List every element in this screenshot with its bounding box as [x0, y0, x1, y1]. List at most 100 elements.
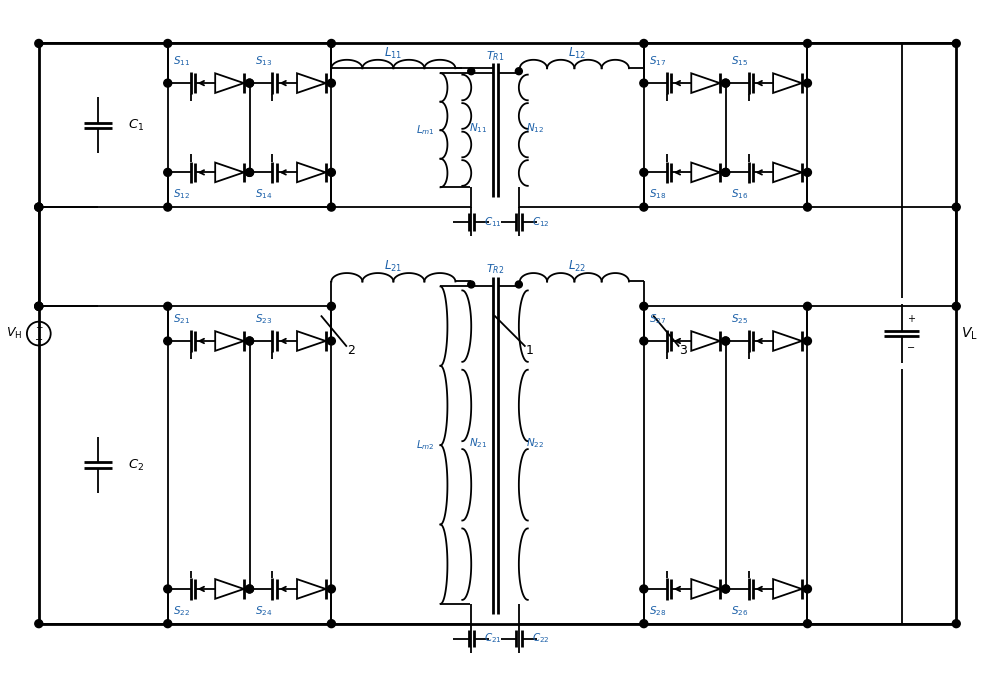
Text: $L_{m2}$: $L_{m2}$	[416, 439, 435, 452]
Text: $S_{25}$: $S_{25}$	[731, 313, 748, 326]
Circle shape	[35, 620, 43, 628]
Text: $L_{21}$: $L_{21}$	[384, 259, 403, 274]
Text: 2: 2	[347, 345, 355, 358]
Text: $C_2$: $C_2$	[128, 458, 144, 473]
Circle shape	[515, 281, 522, 288]
Circle shape	[327, 620, 335, 628]
Text: $S_{14}$: $S_{14}$	[255, 187, 272, 201]
Circle shape	[952, 620, 960, 628]
Circle shape	[327, 79, 335, 87]
Circle shape	[640, 203, 648, 211]
Circle shape	[246, 79, 254, 87]
Text: $L_{12}$: $L_{12}$	[568, 46, 586, 61]
Circle shape	[246, 168, 254, 176]
Text: $S_{17}$: $S_{17}$	[649, 54, 666, 68]
Text: $N_{21}$: $N_{21}$	[469, 436, 487, 449]
Circle shape	[640, 168, 648, 176]
Circle shape	[722, 168, 730, 176]
Text: $S_{26}$: $S_{26}$	[731, 604, 748, 618]
Circle shape	[804, 79, 811, 87]
Circle shape	[804, 302, 811, 311]
Circle shape	[327, 168, 335, 176]
Circle shape	[722, 337, 730, 345]
Circle shape	[246, 79, 254, 87]
Circle shape	[804, 168, 811, 176]
Circle shape	[722, 585, 730, 593]
Text: +: +	[35, 323, 43, 332]
Circle shape	[164, 302, 172, 311]
Text: $L_{22}$: $L_{22}$	[568, 259, 586, 274]
Circle shape	[164, 203, 172, 211]
Text: $N_{12}$: $N_{12}$	[526, 121, 544, 135]
Text: −: −	[35, 334, 43, 345]
Circle shape	[35, 302, 43, 311]
Text: $C_{21}$: $C_{21}$	[484, 632, 502, 646]
Text: $S_{23}$: $S_{23}$	[255, 313, 272, 326]
Text: $N_{11}$: $N_{11}$	[469, 121, 487, 135]
Text: $S_{16}$: $S_{16}$	[731, 187, 748, 201]
Circle shape	[327, 337, 335, 345]
Text: $N_{22}$: $N_{22}$	[526, 436, 544, 449]
Text: $S_{28}$: $S_{28}$	[649, 604, 666, 618]
Text: $S_{11}$: $S_{11}$	[173, 54, 190, 68]
Circle shape	[640, 620, 648, 628]
Circle shape	[35, 302, 43, 311]
Circle shape	[952, 39, 960, 48]
Circle shape	[35, 39, 43, 48]
Circle shape	[640, 302, 648, 311]
Text: $S_{24}$: $S_{24}$	[255, 604, 272, 618]
Circle shape	[164, 620, 172, 628]
Text: $S_{12}$: $S_{12}$	[173, 187, 190, 201]
Circle shape	[722, 79, 730, 87]
Circle shape	[246, 585, 254, 593]
Circle shape	[640, 79, 648, 87]
Text: $S_{18}$: $S_{18}$	[649, 187, 666, 201]
Circle shape	[722, 585, 730, 593]
Circle shape	[164, 337, 172, 345]
Circle shape	[327, 39, 335, 48]
Circle shape	[327, 302, 335, 311]
Circle shape	[246, 337, 254, 345]
Circle shape	[35, 203, 43, 211]
Circle shape	[246, 337, 254, 345]
Text: $S_{21}$: $S_{21}$	[173, 313, 190, 326]
Text: $T_{R1}$: $T_{R1}$	[486, 50, 504, 63]
Text: +: +	[907, 314, 915, 323]
Text: $T_{R2}$: $T_{R2}$	[486, 263, 504, 276]
Text: $S_{13}$: $S_{13}$	[255, 54, 272, 68]
Text: $L_{11}$: $L_{11}$	[384, 46, 403, 61]
Text: 3: 3	[680, 345, 687, 358]
Circle shape	[164, 39, 172, 48]
Text: $C_{11}$: $C_{11}$	[484, 215, 502, 229]
Text: $V_{\rm L}$: $V_{\rm L}$	[961, 326, 978, 342]
Text: $C_{12}$: $C_{12}$	[532, 215, 550, 229]
Circle shape	[804, 203, 811, 211]
Circle shape	[35, 302, 43, 311]
Circle shape	[515, 67, 522, 75]
Circle shape	[804, 585, 811, 593]
Circle shape	[952, 203, 960, 211]
Circle shape	[35, 203, 43, 211]
Circle shape	[35, 203, 43, 211]
Text: $V_{\rm H}$: $V_{\rm H}$	[6, 326, 22, 341]
Circle shape	[468, 67, 475, 75]
Text: $C_1$: $C_1$	[128, 118, 144, 133]
Circle shape	[164, 585, 172, 593]
Circle shape	[327, 585, 335, 593]
Text: $S_{22}$: $S_{22}$	[173, 604, 190, 618]
Circle shape	[952, 302, 960, 311]
Text: 1: 1	[526, 345, 534, 358]
Circle shape	[722, 337, 730, 345]
Circle shape	[722, 168, 730, 176]
Circle shape	[640, 39, 648, 48]
Circle shape	[164, 79, 172, 87]
Circle shape	[804, 39, 811, 48]
Text: $S_{15}$: $S_{15}$	[731, 54, 748, 68]
Circle shape	[468, 281, 475, 288]
Text: $S_{27}$: $S_{27}$	[649, 313, 666, 326]
Circle shape	[804, 337, 811, 345]
Circle shape	[246, 168, 254, 176]
Circle shape	[164, 168, 172, 176]
Circle shape	[722, 79, 730, 87]
Text: −: −	[907, 343, 915, 353]
